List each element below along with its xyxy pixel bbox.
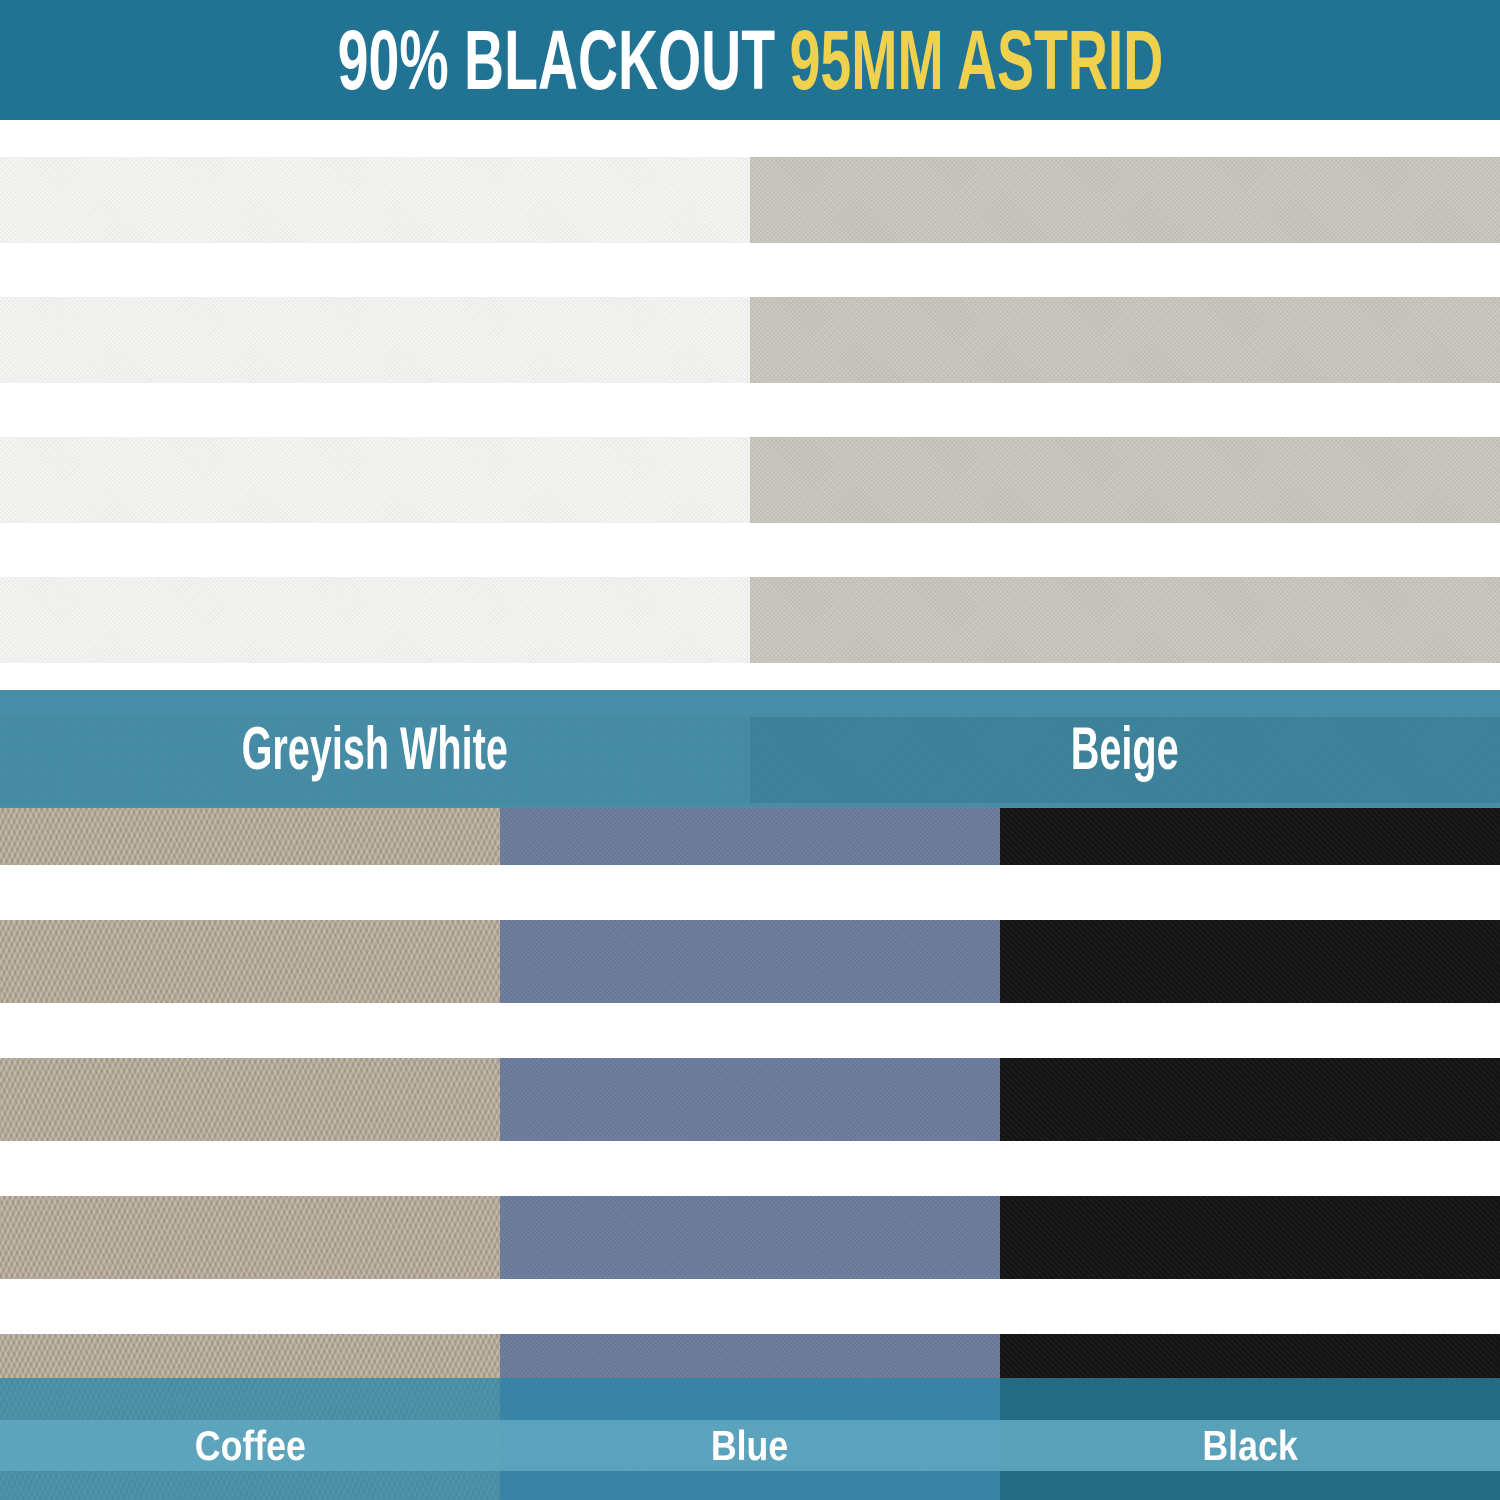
label-greyish-white: Greyish White [241,715,509,782]
label-black: Black [1202,1421,1298,1469]
page-title: 90% BLACKOUT 95MM ASTRID [337,18,1163,102]
label-coffee: Coffee [194,1421,306,1469]
slat-gap [0,1141,1500,1196]
label-cell-beige: Beige [750,690,1500,808]
label-cell-blue: Blue [500,1378,1000,1500]
label-blue: Blue [711,1421,789,1469]
title-blackout-text: 90% BLACKOUT [337,13,775,107]
header-banner: 90% BLACKOUT 95MM ASTRID [0,0,1500,120]
label-cell-greyish-white: Greyish White [0,690,750,808]
slat-gap [0,383,1500,437]
slat-gap [0,243,1500,297]
label-cell-coffee: Coffee [0,1378,500,1500]
slat-gap [0,523,1500,577]
slat-gap [0,1279,1500,1334]
label-beige: Beige [1071,715,1179,782]
slat-gap [0,1003,1500,1058]
title-astrid-text: 95MM ASTRID [789,13,1163,107]
slat-gap [0,865,1500,920]
label-cell-black: Black [1000,1378,1500,1500]
slat-gap [0,120,1500,157]
label-band-bottom: Coffee Blue Black [0,1378,1500,1500]
label-band-top: Greyish White Beige [0,690,1500,808]
